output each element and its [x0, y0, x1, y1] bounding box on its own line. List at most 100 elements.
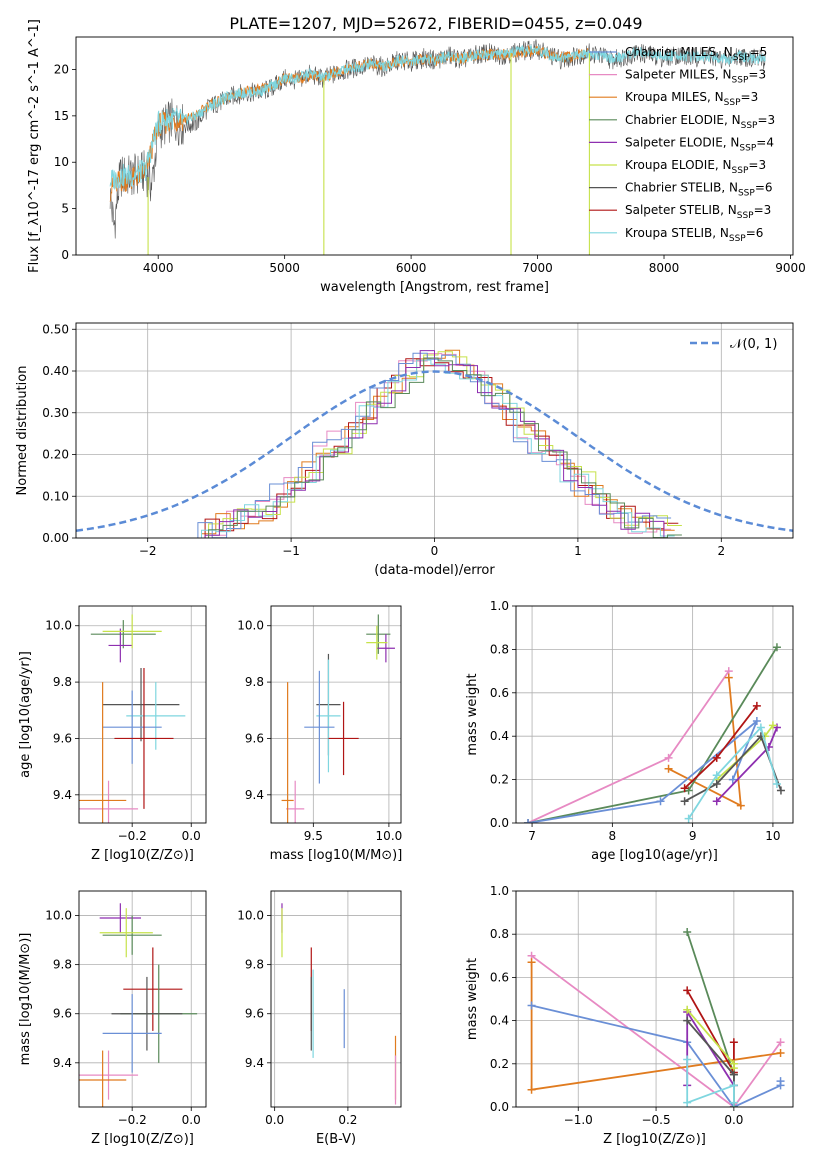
weight-marker — [729, 1081, 738, 1090]
residual-histogram — [201, 349, 675, 538]
x-tick-label: 0.0 — [182, 829, 201, 843]
x-axis-label: Z [log10(Z/Z⊙)] — [91, 848, 194, 863]
x-tick-label: 0.2 — [338, 1113, 357, 1127]
axes-frame — [75, 36, 794, 256]
x-axis-label: age [log10(age/yr)] — [591, 848, 718, 863]
axes-frame — [78, 890, 207, 1108]
weight-marker — [527, 1085, 536, 1094]
y-tick-label: 10.0 — [45, 909, 72, 923]
weight-marker — [680, 797, 689, 806]
error-bar-point — [102, 690, 162, 764]
y-tick-label: 0.0 — [490, 816, 509, 830]
weight-marker — [776, 786, 785, 795]
weight-marker — [683, 986, 692, 995]
panel-spectrum: 4000 5000 6000 7000 8000 9000 0 5 10 15 20 waveleng… — [27, 19, 806, 295]
weight-marker — [736, 801, 745, 810]
figure-title: PLATE=1207, MJD=52672, FIBERID=0455, z=0… — [229, 14, 642, 33]
legend-entry: Kroupa STELIB, NSSP=6 — [625, 226, 763, 244]
legend-entry: Kroupa ELODIE, NSSP=3 — [625, 158, 766, 176]
panel-weight_vs_age: 7 8 9 10 0.0 0.2 0.4 0.6 0.8 1.0 age [log10(age/yr… — [465, 599, 794, 863]
error-bar-point — [102, 668, 180, 742]
weight-marker — [680, 784, 689, 793]
y-tick-label: 9.6 — [245, 731, 264, 745]
plot-area — [76, 349, 793, 538]
y-tick-label: 9.4 — [53, 788, 72, 802]
x-tick-label: 9000 — [775, 261, 806, 275]
y-tick-label: 5 — [61, 202, 69, 216]
x-tick-label: 0 — [431, 544, 439, 558]
panel-age_vs_mass: 9.5 10.0 9.4 9.6 9.8 10.0 mass [log10(M/M⊙)] — [237, 605, 403, 863]
panel-residuals: −2 −1 0 1 2 0.00 0.10 0.20 0.30 0.40 0.50 (data-mod… — [15, 322, 794, 578]
x-axis-label: wavelength [Angstrom, rest frame] — [320, 280, 549, 295]
y-tick-label: 9.6 — [53, 731, 72, 745]
weight-marker — [724, 673, 733, 682]
error-bar-point — [99, 903, 142, 933]
weight-marker — [728, 775, 737, 784]
x-tick-label: −2 — [139, 544, 157, 558]
plot-area — [281, 903, 397, 1105]
weight-marker — [683, 1016, 692, 1025]
error-bar-point — [123, 947, 183, 1031]
spectrum-series — [109, 44, 766, 190]
y-tick-label: 0.50 — [42, 322, 69, 336]
weight-marker — [756, 723, 765, 732]
x-tick-label: −1 — [282, 544, 300, 558]
panel-mass_vs_EBV: 0.0 0.2 9.4 9.6 9.8 10.0 E(B-V) — [237, 890, 402, 1147]
panel-mass_vs_Z: −0.2 0.0 9.4 9.6 9.8 10.0 Z [log10(Z/Z⊙)] mass … — [18, 890, 207, 1147]
panel-weight_vs_Z: −1.0 −0.5 0.0 0.0 0.2 0.4 0.6 0.8 1.0 Z [log10(Z/… — [465, 884, 794, 1147]
y-axis-label: Normed distribution — [15, 366, 30, 496]
y-tick-label: 9.4 — [53, 1056, 72, 1070]
x-tick-label: −0.2 — [118, 829, 147, 843]
weight-marker — [712, 797, 721, 806]
error-bar-point — [366, 625, 388, 660]
x-tick-label: 10 — [765, 829, 780, 843]
y-tick-label: 1.0 — [490, 884, 509, 898]
x-tick-label: −0.5 — [641, 1113, 670, 1127]
error-bar-point — [79, 780, 139, 823]
axes-frame — [78, 605, 207, 824]
axes-frame — [515, 890, 794, 1108]
axes-frame — [515, 605, 794, 824]
weight-series — [527, 670, 730, 823]
y-tick-label: 9.6 — [53, 1007, 72, 1021]
x-tick-label: −0.2 — [118, 1113, 147, 1127]
error-bar-point — [108, 628, 133, 663]
y-tick-label: 10.0 — [45, 619, 72, 633]
weight-series — [687, 725, 778, 820]
error-bar-point — [79, 1050, 139, 1100]
x-tick-label: 7000 — [522, 261, 553, 275]
error-bar-point — [102, 915, 162, 955]
error-bar-point — [286, 780, 305, 823]
weight-marker — [752, 701, 761, 710]
error-bar-point — [102, 994, 162, 1073]
axes-frame — [270, 605, 402, 824]
error-bar-point — [126, 682, 186, 750]
residual-histogram — [197, 352, 672, 538]
weight-marker — [776, 1038, 785, 1047]
y-axis-label: age [log10(age/yr)] — [18, 651, 33, 778]
x-axis-label: mass [log10(M/M⊙)] — [270, 848, 403, 863]
weight-marker — [683, 1098, 692, 1107]
weight-marker — [684, 786, 693, 795]
weight-marker — [712, 779, 721, 788]
legend-entry: Chabrier ELODIE, NSSP=3 — [625, 113, 775, 131]
y-tick-label: 10.0 — [237, 619, 264, 633]
x-tick-label: 7 — [528, 829, 536, 843]
x-tick-label: 2 — [717, 544, 725, 558]
error-bar-point — [90, 620, 156, 649]
weight-marker — [524, 819, 533, 823]
weight-marker — [527, 958, 536, 967]
legend-entry: Salpeter STELIB, NSSP=3 — [625, 203, 771, 221]
weight-marker — [664, 764, 673, 773]
weight-marker — [772, 723, 781, 732]
x-axis-label: Z [log10(Z/Z⊙)] — [91, 1132, 194, 1147]
legend-entry: Kroupa MILES, NSSP=3 — [625, 90, 758, 108]
y-tick-label: 0.20 — [42, 448, 69, 462]
weight-series — [686, 1059, 735, 1104]
x-tick-label: 10.0 — [376, 829, 403, 843]
weight-marker — [776, 1077, 785, 1086]
y-tick-label: 0.8 — [490, 642, 509, 656]
x-tick-label: 0.0 — [724, 1113, 743, 1127]
x-axis-label: (data-model)/error — [374, 563, 495, 578]
